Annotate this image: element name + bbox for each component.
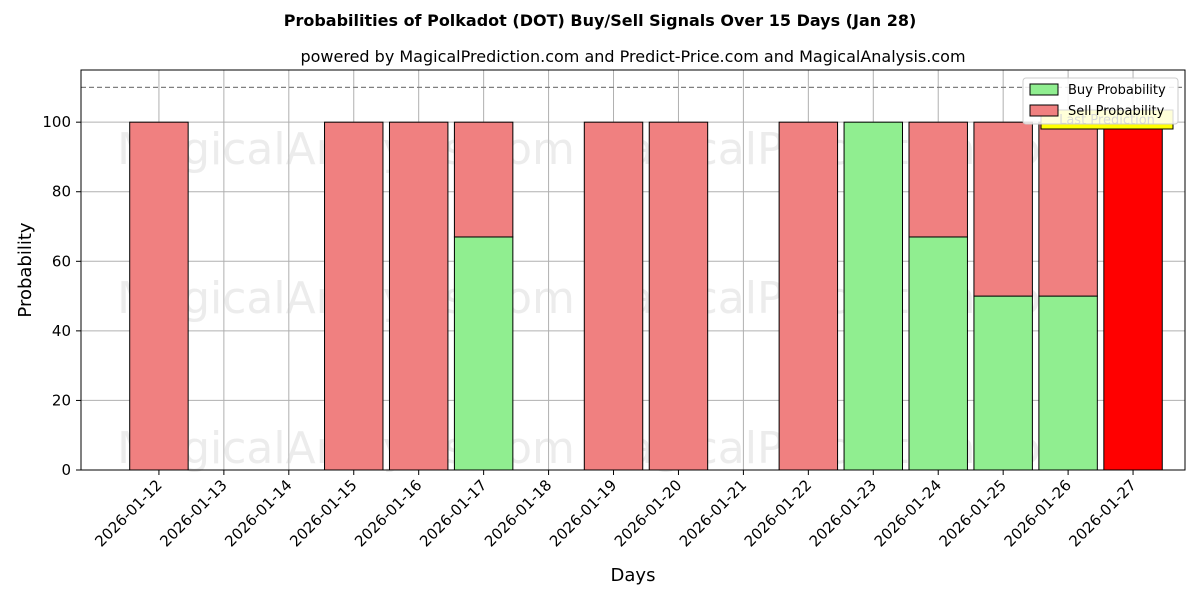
x-tick-label: 2026-01-16 [351, 476, 425, 550]
buy-bar [908, 236, 968, 471]
buy-bar [453, 236, 514, 471]
sell-bar [583, 121, 644, 471]
y-axis-label: Probability [15, 222, 36, 317]
sell-bar [778, 121, 839, 471]
chart-subtitle: powered by MagicalPrediction.com and Pre… [300, 47, 965, 66]
legend-swatch [1029, 104, 1059, 117]
x-tick-label: 2026-01-26 [1001, 476, 1075, 550]
legend-entry-label: Buy Probability [1068, 83, 1166, 98]
legend-swatch [1029, 83, 1059, 96]
sell-bar [973, 121, 1033, 297]
x-tick-label: 2026-01-12 [91, 476, 165, 550]
chart-title: Probabilities of Polkadot (DOT) Buy/Sell… [284, 11, 917, 30]
sell-bar [1038, 121, 1098, 297]
x-tick-label: 2026-01-24 [871, 476, 945, 550]
y-tick-label: 40 [52, 322, 71, 340]
x-tick-label: 2026-01-19 [546, 476, 620, 550]
x-tick-label: 2026-01-27 [1065, 476, 1139, 550]
x-axis-label: Days [611, 565, 656, 586]
x-tick-label: 2026-01-25 [936, 476, 1010, 550]
legend-box [1022, 77, 1179, 125]
x-tick-label: 2026-01-13 [156, 476, 230, 550]
bars [129, 121, 1163, 471]
sell-bar [388, 121, 449, 471]
sell-bar [908, 121, 968, 238]
y-tick-label: 0 [61, 461, 71, 479]
y-tick-label: 20 [52, 391, 71, 409]
x-tick-label: 2026-01-15 [286, 476, 360, 550]
x-tick-label: 2026-01-21 [676, 476, 750, 550]
highlight-bar [1103, 121, 1163, 471]
x-tick-label: 2026-01-20 [611, 476, 685, 550]
sell-bar [453, 121, 514, 238]
x-tick-label: 2026-01-17 [416, 476, 490, 550]
y-tick-label: 60 [52, 252, 71, 270]
sell-bar [129, 121, 189, 471]
sell-bar [324, 121, 384, 471]
y-tick-label: 80 [52, 183, 71, 201]
buy-bar [1038, 295, 1098, 471]
y-tick-label: 100 [42, 113, 71, 131]
x-tick-label: 2026-01-22 [741, 476, 815, 550]
buy-bar [843, 121, 904, 471]
legend-entry-label: Sell Probability [1068, 104, 1165, 119]
buy-bar [973, 295, 1033, 471]
x-tick-label: 2026-01-14 [221, 476, 295, 550]
sell-bar [648, 121, 709, 471]
plot-frame [80, 69, 1186, 471]
x-tick-label: 2026-01-18 [481, 476, 555, 550]
x-tick-label: 2026-01-23 [806, 476, 880, 550]
